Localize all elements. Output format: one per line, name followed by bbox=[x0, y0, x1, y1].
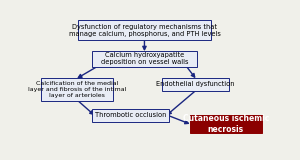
FancyBboxPatch shape bbox=[162, 78, 229, 91]
FancyBboxPatch shape bbox=[78, 20, 211, 40]
Text: Endothelial dysfunction: Endothelial dysfunction bbox=[156, 81, 235, 88]
Text: Cutaneous ischemic
necrosis: Cutaneous ischemic necrosis bbox=[183, 114, 269, 134]
Text: Calcium hydroxyapatite
deposition on vessel walls: Calcium hydroxyapatite deposition on ves… bbox=[101, 52, 188, 65]
Text: Dysfunction of regulatory mechanisms that
manage calcium, phosphorus, and PTH le: Dysfunction of regulatory mechanisms tha… bbox=[68, 24, 220, 37]
FancyBboxPatch shape bbox=[92, 51, 197, 67]
FancyBboxPatch shape bbox=[41, 78, 113, 100]
Text: Calcification of the medial
layer and fibrosis of the intimal
layer of arteriole: Calcification of the medial layer and fi… bbox=[28, 81, 126, 98]
Text: Thrombotic occlusion: Thrombotic occlusion bbox=[95, 112, 166, 118]
FancyBboxPatch shape bbox=[92, 108, 169, 122]
FancyBboxPatch shape bbox=[190, 115, 262, 133]
